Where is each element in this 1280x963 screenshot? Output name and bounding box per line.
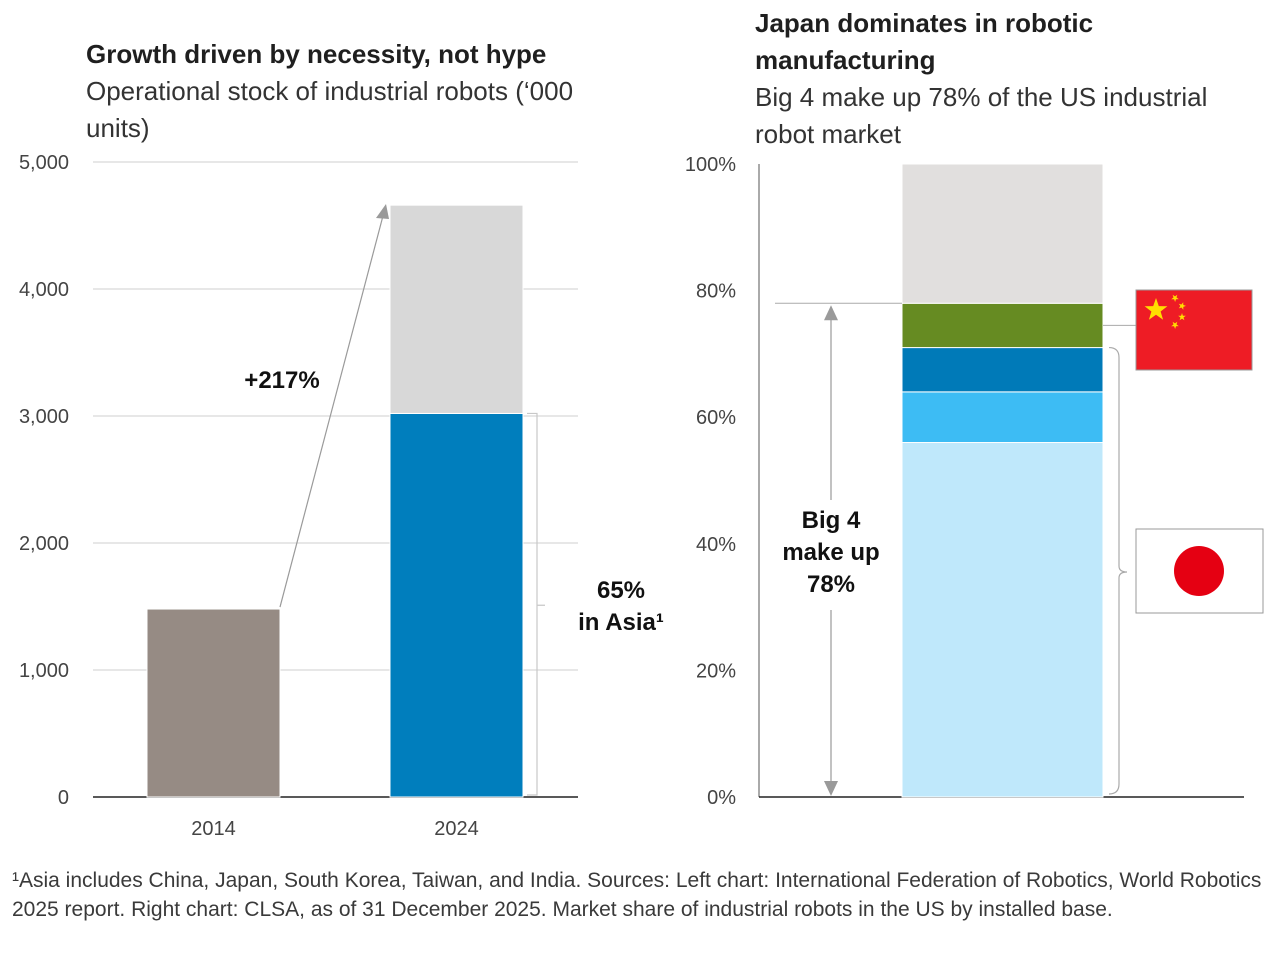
bar-segment xyxy=(901,391,1104,444)
china-flag-small-star xyxy=(1171,321,1179,329)
bar-segment xyxy=(389,412,524,798)
big4-label-line: make up xyxy=(782,539,879,566)
x-tick-label: 2024 xyxy=(434,818,479,840)
right-annotations: Big 4 make up 78% xyxy=(775,302,902,796)
asia-label-line: in Asia¹ xyxy=(578,609,664,636)
big4-label-line: Big 4 xyxy=(802,507,861,534)
japan-flag-icon xyxy=(1135,528,1264,614)
left-bars xyxy=(146,204,524,798)
y-tick-label: 80% xyxy=(696,281,736,303)
china-flag-small-star xyxy=(1178,302,1186,310)
growth-arrow-head xyxy=(376,204,389,219)
y-tick-label: 0 xyxy=(58,787,69,809)
china-flag-small-star xyxy=(1171,294,1179,302)
bar-segment xyxy=(389,204,524,414)
y-tick-label: 60% xyxy=(696,407,736,429)
big4-arrow-up-head xyxy=(824,305,838,321)
asia-bracket xyxy=(527,412,545,796)
footnote: ¹Asia includes China, Japan, South Korea… xyxy=(12,869,1262,921)
growth-label: +217% xyxy=(244,367,319,394)
y-tick-label: 3,000 xyxy=(19,406,69,428)
china-flag-icon xyxy=(1135,289,1253,371)
left-chart-subtitle: Operational stock of industrial robots (… xyxy=(86,76,574,143)
x-tick-label: 2014 xyxy=(191,818,236,840)
bar-segment xyxy=(901,442,1104,798)
japan-bracket xyxy=(1108,346,1128,795)
left-annotations: +217% 65% in Asia¹ xyxy=(244,204,664,796)
right-chart-subtitle: Big 4 make up 78% of the US industrial r… xyxy=(755,82,1208,149)
left-x-tick-labels: 2014 2024 xyxy=(191,818,479,840)
china-flag-large-star xyxy=(1144,298,1168,320)
growth-arrow-line xyxy=(279,211,385,608)
right-flags xyxy=(1103,289,1264,795)
bar-segment xyxy=(901,347,1104,393)
bar-segment xyxy=(146,608,281,798)
y-tick-label: 2,000 xyxy=(19,533,69,555)
big4-label-line: 78% xyxy=(807,571,855,598)
asia-label-line: 65% xyxy=(597,577,645,604)
right-chart-title: Japan dominates in robotic manufacturing xyxy=(755,8,1094,75)
bar-segment xyxy=(901,163,1104,304)
y-tick-label: 20% xyxy=(696,660,736,682)
big4-arrow-down-head xyxy=(824,781,838,796)
right-bars xyxy=(901,163,1104,798)
y-tick-label: 1,000 xyxy=(19,660,69,682)
y-tick-label: 4,000 xyxy=(19,279,69,301)
china-flag-small-star xyxy=(1178,313,1186,321)
japan-flag-disc xyxy=(1174,546,1224,596)
y-tick-label: 40% xyxy=(696,534,736,556)
y-tick-label: 5,000 xyxy=(19,152,69,174)
bar-segment xyxy=(901,302,1104,349)
left-y-tick-labels: 0 1,000 2,000 3,000 4,000 5,000 xyxy=(19,152,69,809)
left-chart-title: Growth driven by necessity, not hype xyxy=(86,39,547,69)
y-tick-label: 100% xyxy=(685,154,736,176)
china-flag-field xyxy=(1135,289,1253,371)
y-tick-label: 0% xyxy=(707,787,736,809)
